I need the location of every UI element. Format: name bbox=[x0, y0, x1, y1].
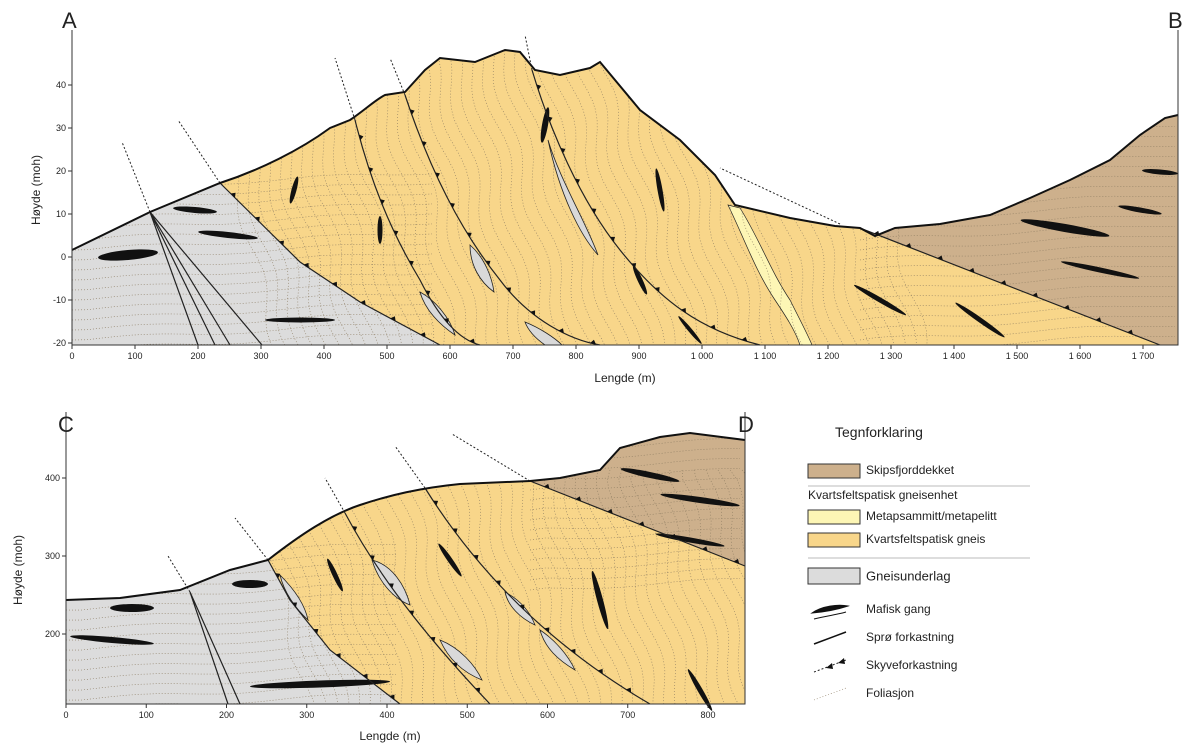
section-label: B bbox=[1168, 8, 1183, 33]
x-tick-label: 500 bbox=[460, 710, 475, 720]
x-tick-label: 600 bbox=[540, 710, 555, 720]
x-tick-label: 100 bbox=[139, 710, 154, 720]
y-tick-label: 300 bbox=[45, 551, 60, 561]
x-tick-label: 700 bbox=[505, 351, 520, 361]
legend-item: Foliasjon bbox=[866, 686, 914, 700]
gneis bbox=[220, 50, 1160, 345]
x-tick-label: 500 bbox=[379, 351, 394, 361]
legend-item: Metapsammitt/metapelitt bbox=[866, 509, 997, 523]
y-tick-label: 30 bbox=[56, 123, 66, 133]
x-tick-label: 300 bbox=[299, 710, 314, 720]
x-tick-label: 200 bbox=[219, 710, 234, 720]
x-tick-label: 200 bbox=[190, 351, 205, 361]
y-tick-label: 20 bbox=[56, 166, 66, 176]
x-tick-label: 1 100 bbox=[754, 351, 777, 361]
y-tick-label: 200 bbox=[45, 629, 60, 639]
legend-swatch bbox=[808, 533, 860, 547]
x-tick-label: 1 700 bbox=[1132, 351, 1155, 361]
legend-item: Sprø forkastning bbox=[866, 630, 954, 644]
x-tick-label: 800 bbox=[568, 351, 583, 361]
lens bbox=[110, 604, 154, 612]
legend-swatch bbox=[808, 464, 860, 478]
x-tick-label: 400 bbox=[316, 351, 331, 361]
x-axis-label: Lengde (m) bbox=[594, 371, 655, 385]
legend-swatch bbox=[808, 510, 860, 524]
lens bbox=[378, 216, 383, 244]
legend-item: Gneisunderlag bbox=[866, 568, 951, 583]
x-tick-label: 800 bbox=[700, 710, 715, 720]
legend-item: Kvartsfeltspatisk gneis bbox=[866, 532, 985, 546]
y-tick-label: -20 bbox=[53, 338, 66, 348]
y-tick-label: 400 bbox=[45, 473, 60, 483]
legend-item: Skyveforkastning bbox=[866, 658, 957, 672]
legend-symbol bbox=[814, 688, 846, 700]
legend-symbol bbox=[826, 658, 845, 669]
foliation-line bbox=[860, 116, 1175, 130]
legend-group: Kvartsfeltspatisk gneisenhet bbox=[808, 488, 958, 502]
x-tick-label: 1 300 bbox=[880, 351, 903, 361]
x-tick-label: 0 bbox=[63, 710, 68, 720]
legend-item: Skipsfjorddekket bbox=[866, 463, 955, 477]
legend-item: Mafisk gang bbox=[866, 602, 931, 616]
x-tick-label: 600 bbox=[442, 351, 457, 361]
legend-swatch bbox=[808, 568, 860, 584]
ext bbox=[122, 142, 150, 212]
lens bbox=[232, 580, 268, 588]
x-tick-label: 0 bbox=[69, 351, 74, 361]
foliation-line bbox=[742, 470, 810, 720]
page: A B Høyde (moh) Lengde (m) C D Høyde (mo… bbox=[0, 0, 1196, 745]
x-tick-label: 400 bbox=[379, 710, 394, 720]
x-tick-label: 900 bbox=[631, 351, 646, 361]
x-tick-label: 100 bbox=[127, 351, 142, 361]
lens bbox=[265, 318, 335, 323]
x-tick-label: 300 bbox=[253, 351, 268, 361]
legend: Tegnforklaring Skipsfjorddekket Kvartsfe… bbox=[808, 424, 1030, 700]
y-tick-label: -10 bbox=[53, 295, 66, 305]
x-tick-label: 1 400 bbox=[943, 351, 966, 361]
section-label: A bbox=[62, 8, 77, 33]
section-label: C bbox=[58, 412, 74, 437]
legend-title: Tegnforklaring bbox=[835, 424, 923, 440]
x-tick-label: 1 600 bbox=[1069, 351, 1092, 361]
foliation-line bbox=[860, 106, 1175, 120]
section-label: D bbox=[738, 412, 754, 437]
figure: A B Høyde (moh) Lengde (m) C D Høyde (mo… bbox=[0, 0, 1196, 745]
foliation-line bbox=[530, 419, 740, 430]
y-axis-label: Høyde (moh) bbox=[29, 155, 43, 225]
x-tick-label: 700 bbox=[620, 710, 635, 720]
legend-symbol bbox=[814, 632, 846, 644]
y-tick-label: 10 bbox=[56, 209, 66, 219]
x-tick-label: 1 000 bbox=[691, 351, 714, 361]
y-tick-label: 40 bbox=[56, 80, 66, 90]
foliation-line bbox=[860, 126, 1175, 140]
legend-symbol bbox=[812, 605, 848, 619]
y-axis-label: Høyde (moh) bbox=[11, 535, 25, 605]
x-tick-label: 1 200 bbox=[817, 351, 840, 361]
y-tick-label: 0 bbox=[61, 252, 66, 262]
x-tick-label: 1 500 bbox=[1006, 351, 1029, 361]
x-axis-label: Lengde (m) bbox=[359, 729, 420, 743]
